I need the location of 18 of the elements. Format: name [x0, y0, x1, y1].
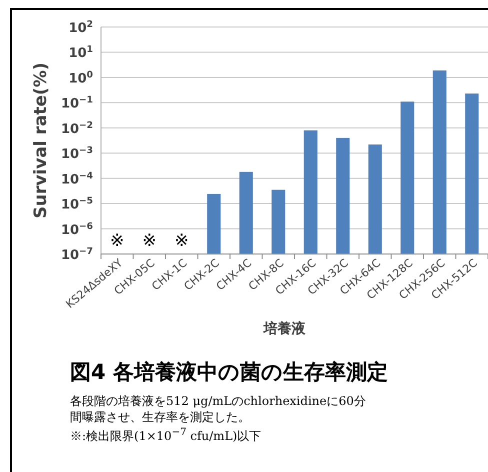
y-tick-label: 10$^{−5}$	[60, 196, 93, 213]
text: ※:検出限界(1×10$^{−7}$ cfu/mL)以下	[70, 426, 262, 444]
y-tick-label: 10$^{−1}$	[60, 96, 93, 112]
y-tick-label: 10$^{−7}$	[60, 247, 93, 263]
text: 図4 各培養液中の菌の生存率測定	[70, 359, 388, 386]
y-tick-label: 10$^{−6}$	[60, 222, 93, 238]
x-axis-title: 培養液	[262, 320, 306, 337]
y-tick-label: 10$^{−4}$	[60, 171, 93, 188]
y-axis-title: Survival rate(%)	[31, 62, 51, 219]
y-tick-label: 10$^{−2}$	[60, 120, 93, 137]
y-tick-label: 10$^{−3}$	[60, 146, 93, 162]
y-tick-label: 10$^{0}$	[68, 70, 93, 86]
annotation: ※	[110, 231, 124, 251]
annotation: ※	[174, 231, 189, 251]
y-tick-label: 10$^{1}$	[68, 45, 93, 62]
annotation: ※	[142, 231, 156, 251]
text: 各段階の培養液を512 μg/mLのchlorhexidineに60分間曝露させ、生存率を測定した。	[70, 393, 367, 425]
y-tick-label: 10$^{2}$	[68, 20, 93, 36]
